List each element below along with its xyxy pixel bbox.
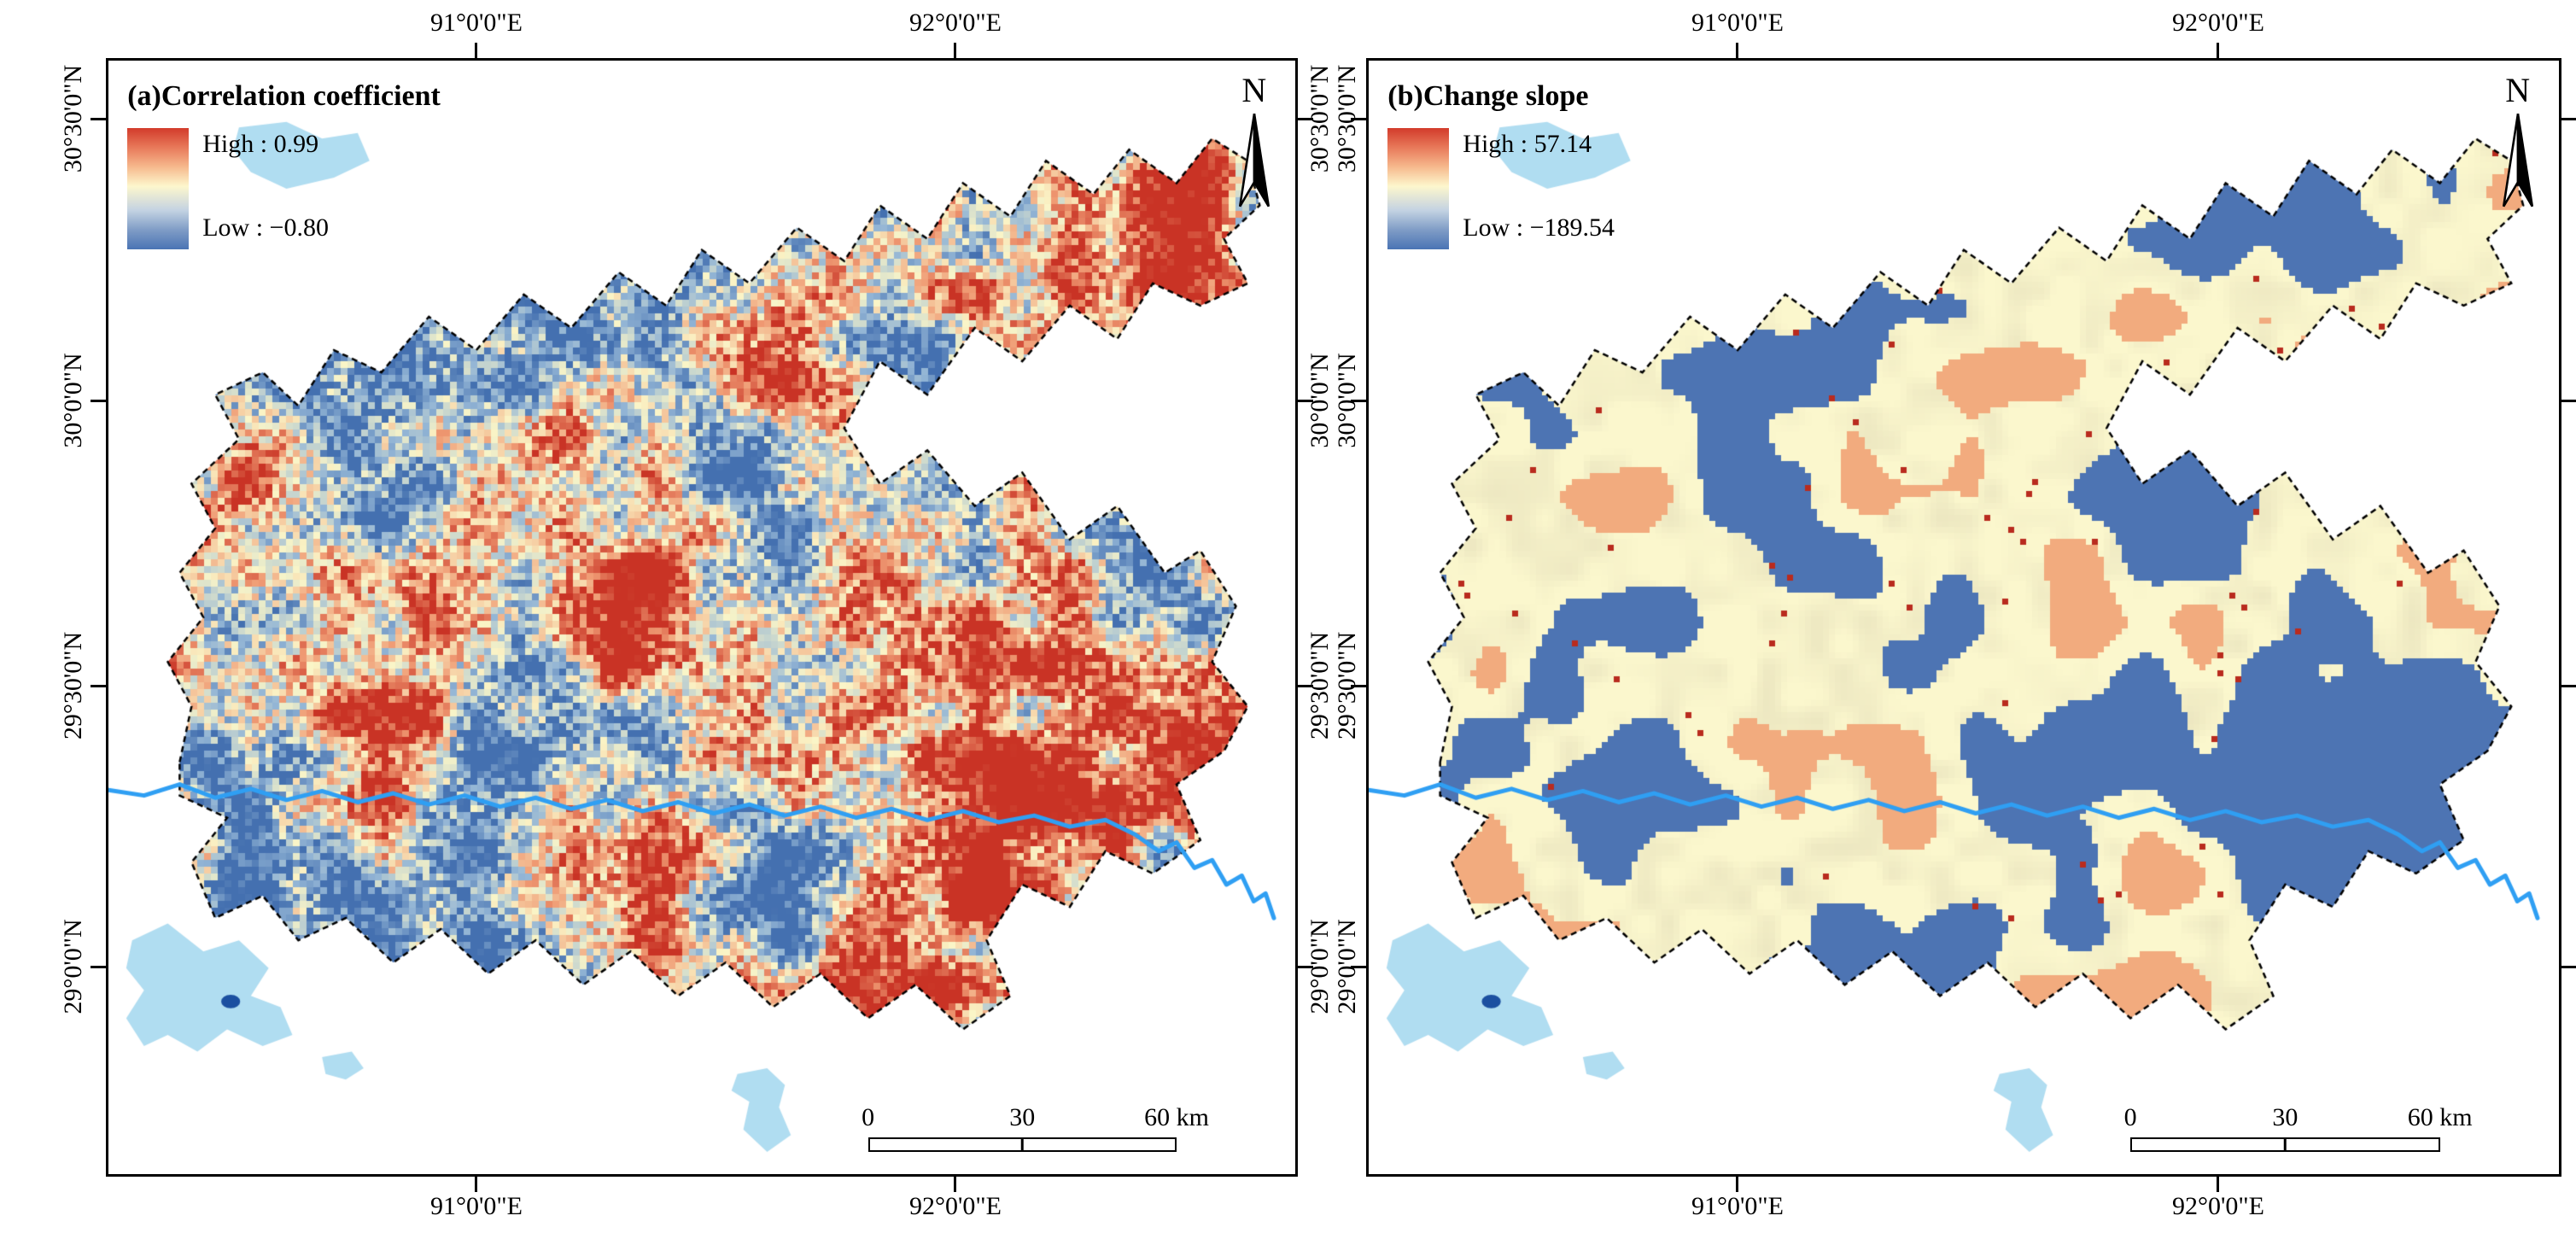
scale-label-0: 0 [862, 1102, 875, 1131]
map-raster-b [1369, 61, 2559, 1174]
axis-tick [1298, 400, 1313, 402]
legend-high-label: High : 57.14 [1463, 130, 1592, 159]
north-label: N [1241, 71, 1267, 110]
axis-tick [91, 118, 106, 120]
north-arrow-icon [2502, 114, 2533, 207]
axis-tick [91, 400, 106, 402]
axis-tick [475, 1177, 477, 1192]
scale-label-30: 30 [2272, 1102, 2299, 1131]
color-ramp [1387, 128, 1450, 250]
panel-title: (b)Change slope [1387, 80, 1589, 113]
north-label: N [2505, 71, 2531, 110]
axis-tick [2561, 685, 2576, 687]
axis-tick [1351, 400, 1366, 402]
scale-label-0: 0 [2123, 1102, 2137, 1131]
map-frame: (b)Change slope High : 57.14 Low : −189.… [1366, 58, 2561, 1177]
legend-high-label: High : 0.99 [202, 130, 319, 159]
axis-tick [1351, 685, 1366, 687]
scale-bar: 0 30 60 km [2124, 1102, 2473, 1152]
north-arrow-icon [1238, 114, 1270, 207]
scale-bar: 0 30 60 km [862, 1102, 1209, 1152]
axis-tick [1351, 966, 1366, 968]
axis-tick [1351, 118, 1366, 120]
panel-b: 91°0'0"E 92°0'0"E 91°0'0"E 92°0'0"E 30°3… [1332, 0, 2576, 1239]
panel-a: 91°0'0"E 92°0'0"E 91°0'0"E 92°0'0"E 30°3… [59, 9, 1334, 1220]
map-frame: (a)Correlation coefficient High : 0.99 L… [106, 58, 1298, 1177]
map-raster-a [108, 61, 1295, 1174]
axis-tick [2561, 400, 2576, 402]
lon-label: 91°0'0"E [430, 9, 523, 37]
north-arrow: N [1232, 72, 1276, 215]
lat-label: 30°30'0"N [59, 64, 87, 173]
axis-tick [1298, 118, 1313, 120]
axis-tick [1736, 43, 1738, 58]
north-arrow: N [2496, 72, 2540, 215]
lat-label: 29°0'0"N [59, 919, 87, 1014]
axis-tick [1298, 966, 1313, 968]
axis-tick [2217, 43, 2219, 58]
legend: (b)Change slope High : 57.14 Low : −189.… [1387, 80, 1615, 250]
axis-tick [954, 43, 956, 58]
scale-label-60: 60 km [1144, 1102, 1209, 1131]
color-ramp [127, 128, 190, 250]
lon-label: 92°0'0"E [909, 1192, 1002, 1220]
lat-label: 29°30'0"N [59, 631, 87, 740]
axis-tick [2561, 118, 2576, 120]
lat-label: 30°0'0"N [59, 353, 87, 448]
axis-tick [475, 43, 477, 58]
axis-tick [2217, 1177, 2219, 1192]
lon-label: 91°0'0"E [430, 1192, 523, 1220]
panel-title: (a)Correlation coefficient [127, 80, 441, 113]
axis-tick [2561, 966, 2576, 968]
legend-low-label: Low : −189.54 [1463, 213, 1615, 243]
lon-label: 92°0'0"E [2172, 1192, 2264, 1220]
scale-bar-rect [2130, 1137, 2440, 1152]
axis-tick [1736, 1177, 1738, 1192]
axis-tick [1298, 685, 1313, 687]
scale-label-30: 30 [1009, 1102, 1036, 1131]
axis-tick [91, 685, 106, 687]
legend: (a)Correlation coefficient High : 0.99 L… [127, 80, 441, 250]
scale-label-60: 60 km [2407, 1102, 2473, 1131]
scale-bar-divider [1021, 1138, 1024, 1150]
lon-label: 92°0'0"E [909, 9, 1002, 37]
axis-tick [954, 1177, 956, 1192]
scale-bar-rect [867, 1137, 1177, 1152]
lon-label: 92°0'0"E [2172, 9, 2264, 37]
legend-low-label: Low : −0.80 [202, 213, 329, 243]
scale-bar-divider [2284, 1138, 2287, 1150]
axis-tick [91, 966, 106, 968]
lon-label: 91°0'0"E [1691, 1192, 1784, 1220]
lon-label: 91°0'0"E [1691, 9, 1784, 37]
